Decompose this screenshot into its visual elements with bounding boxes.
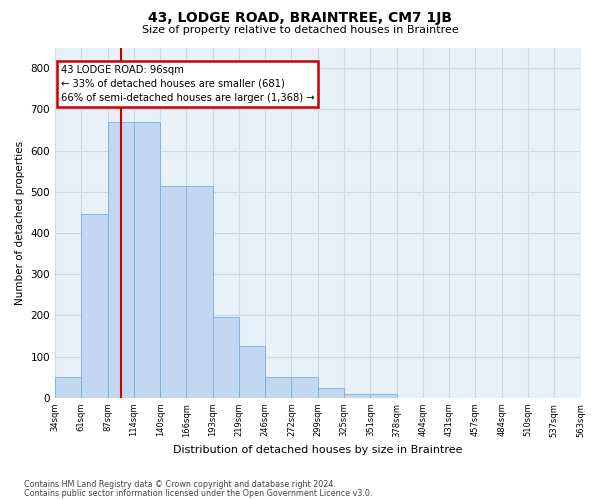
Bar [187,186,212,398]
Bar [344,394,370,398]
Bar [55,377,82,398]
Bar [107,122,134,398]
X-axis label: Distribution of detached houses by size in Braintree: Distribution of detached houses by size … [173,445,463,455]
Bar [318,388,344,398]
Text: Contains public sector information licensed under the Open Government Licence v3: Contains public sector information licen… [24,489,373,498]
Text: Size of property relative to detached houses in Braintree: Size of property relative to detached ho… [142,25,458,35]
Bar [212,318,239,398]
Text: Contains HM Land Registry data © Crown copyright and database right 2024.: Contains HM Land Registry data © Crown c… [24,480,336,489]
Y-axis label: Number of detached properties: Number of detached properties [15,140,25,304]
Bar [82,214,107,398]
Text: 43 LODGE ROAD: 96sqm
← 33% of detached houses are smaller (681)
66% of semi-deta: 43 LODGE ROAD: 96sqm ← 33% of detached h… [61,65,314,103]
Bar [160,186,187,398]
Bar [239,346,265,398]
Bar [370,394,397,398]
Text: 43, LODGE ROAD, BRAINTREE, CM7 1JB: 43, LODGE ROAD, BRAINTREE, CM7 1JB [148,11,452,25]
Bar [134,122,160,398]
Bar [292,377,318,398]
Bar [265,377,292,398]
